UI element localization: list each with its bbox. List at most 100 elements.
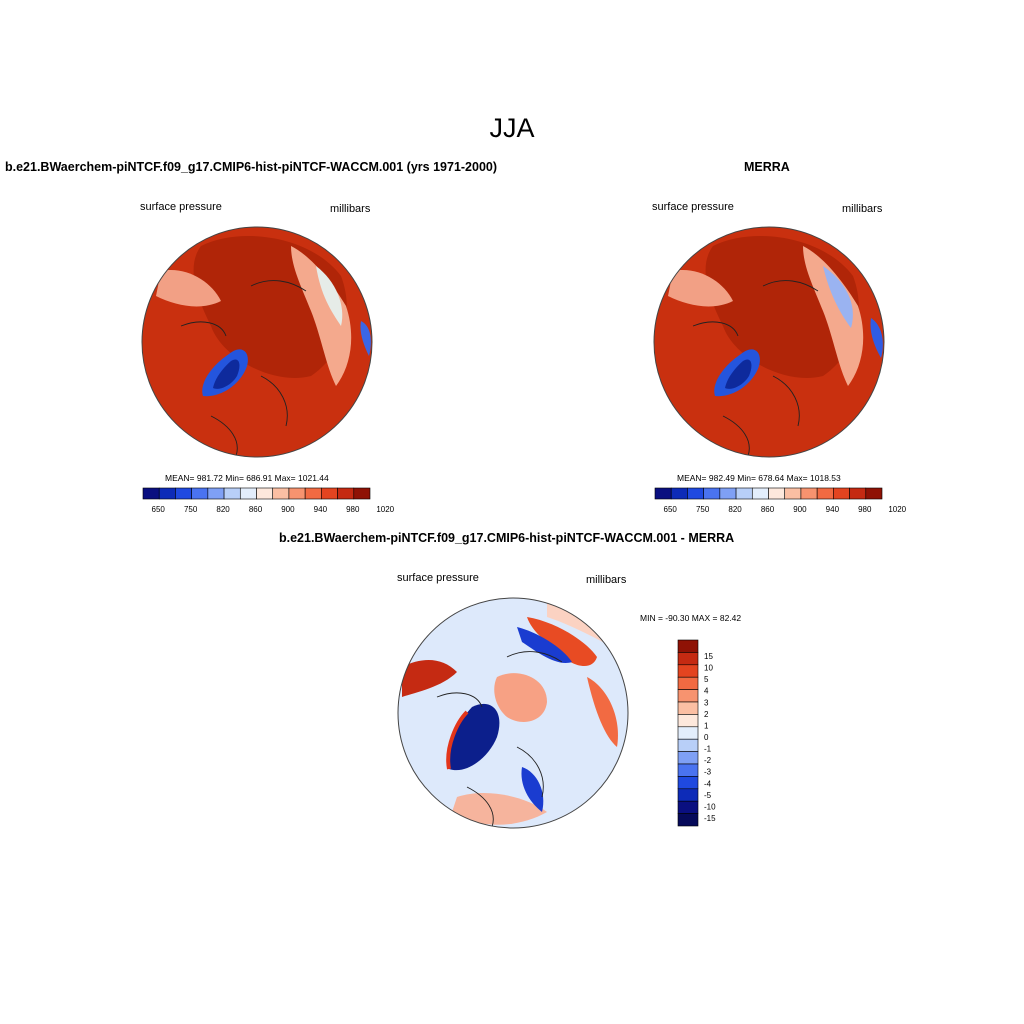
panel2-light-band-north xyxy=(668,270,733,307)
colorbar-tick-label: 1020 xyxy=(888,505,906,514)
colorbar-swatch xyxy=(677,776,699,790)
panel1-asia-mountains xyxy=(316,266,343,326)
colorbar-swatch xyxy=(703,487,721,500)
colorbar-tick-label: 900 xyxy=(281,505,295,514)
panel3-west-mixed xyxy=(402,660,457,697)
colorbar-swatch xyxy=(175,487,192,500)
panel3-greenland-negative xyxy=(448,703,500,771)
colorbar-swatch xyxy=(677,701,699,715)
panel2-stats: MEAN= 982.49 Min= 678.64 Max= 1018.53 xyxy=(677,473,841,483)
colorbar-swatch xyxy=(719,487,737,500)
colorbar-tick-label: 980 xyxy=(858,505,872,514)
panel3-coastlines xyxy=(436,651,563,828)
colorbar-tick-label: -5 xyxy=(704,791,712,800)
panel3-south-negative xyxy=(521,767,544,812)
colorbar-tick-label: 820 xyxy=(728,505,742,514)
panel3-asia-mixed xyxy=(527,617,597,667)
panel3-title: b.e21.BWaerchem-piNTCF.f09_g17.CMIP6-his… xyxy=(279,531,735,545)
panel2-light-band-east xyxy=(803,246,864,386)
colorbar-tick-label: 0 xyxy=(704,733,709,742)
colorbar-tick-label: 750 xyxy=(696,505,710,514)
panel2-units-label: millibars xyxy=(842,203,883,215)
colorbar-tick-label: -2 xyxy=(704,756,712,765)
panel2-east-edge xyxy=(870,318,883,358)
panel2-colorbar: 650 750 820 860 900 940 980 1020 xyxy=(654,487,907,514)
colorbar-swatch xyxy=(735,487,753,500)
colorbar-tick-label: 980 xyxy=(346,505,360,514)
panel3-stats: MIN = -90.30 MAX = 82.42 xyxy=(640,613,742,623)
colorbar-tick-label: 860 xyxy=(249,505,263,514)
colorbar-swatch xyxy=(677,738,699,752)
colorbar-swatch xyxy=(677,813,699,827)
panel1-light-band-north xyxy=(156,270,221,307)
panel2-variable-label: surface pressure xyxy=(652,201,734,213)
colorbar-tick-label: -4 xyxy=(704,779,712,788)
colorbar-swatch xyxy=(223,487,241,500)
colorbar-tick-label: 860 xyxy=(761,505,775,514)
colorbar-swatch xyxy=(142,487,160,500)
colorbar-swatch xyxy=(337,487,355,500)
panel1-greenland-core xyxy=(213,359,240,389)
colorbar-swatch xyxy=(191,487,209,500)
colorbar-tick-label: 4 xyxy=(704,687,709,696)
colorbar-swatch xyxy=(677,664,699,678)
panel1-title: b.e21.BWaerchem-piNTCF.f09_g17.CMIP6-his… xyxy=(5,160,498,174)
main-title: JJA xyxy=(489,113,535,143)
colorbar-swatch xyxy=(751,487,769,500)
colorbar-tick-label: 940 xyxy=(314,505,328,514)
panel3-asia-negative xyxy=(517,627,572,663)
colorbar-tick-label: -3 xyxy=(704,768,712,777)
colorbar-swatch xyxy=(865,487,883,500)
colorbar-swatch xyxy=(677,676,699,690)
panel1-light-band-east xyxy=(291,246,352,386)
colorbar-swatch xyxy=(288,487,306,500)
colorbar-swatch xyxy=(816,487,834,500)
colorbar-swatch xyxy=(768,487,786,500)
colorbar-tick-label: 1 xyxy=(704,721,709,730)
colorbar-swatch xyxy=(800,487,818,500)
panel2-title: MERRA xyxy=(744,160,790,174)
colorbar-swatch xyxy=(677,800,699,814)
panel3-variable-label: surface pressure xyxy=(397,572,479,584)
colorbar-tick-label: 2 xyxy=(704,710,709,719)
colorbar-swatch xyxy=(239,487,257,500)
colorbar-tick-label: 900 xyxy=(793,505,807,514)
panel3-units-label: millibars xyxy=(586,574,627,586)
colorbar-tick-label: -1 xyxy=(704,745,712,754)
colorbar-swatch xyxy=(849,487,867,500)
colorbar-swatch xyxy=(677,726,699,740)
colorbar-tick-label: 15 xyxy=(704,652,713,661)
colorbar-tick-label: 820 xyxy=(216,505,230,514)
colorbar-tick-label: 1020 xyxy=(376,505,394,514)
panel3-greenland-band xyxy=(446,710,469,770)
colorbar-swatch xyxy=(321,487,338,500)
colorbar-swatch xyxy=(677,652,699,666)
colorbar-tick-label: -10 xyxy=(704,802,716,811)
panel3-arctic-positive xyxy=(494,673,547,722)
colorbar-swatch xyxy=(677,751,699,765)
colorbar-swatch xyxy=(353,487,371,500)
colorbar-swatch xyxy=(670,487,688,500)
panel2-coastlines xyxy=(692,280,819,457)
colorbar-swatch xyxy=(677,639,699,653)
panel1-colorbar: 650 750 820 860 900 940 980 1020 xyxy=(142,487,395,514)
panel1-units-label: millibars xyxy=(330,203,371,215)
panel3-east-mixed xyxy=(587,677,618,747)
colorbar-swatch xyxy=(654,487,672,500)
colorbar-swatch xyxy=(256,487,274,500)
colorbar-swatch xyxy=(677,714,699,728)
colorbar-swatch xyxy=(207,487,225,500)
colorbar-tick-label: 650 xyxy=(664,505,678,514)
colorbar-tick-label: 10 xyxy=(704,664,713,673)
colorbar-tick-label: 650 xyxy=(152,505,166,514)
panel1-polar-map xyxy=(141,226,373,458)
colorbar-swatch xyxy=(677,763,699,777)
colorbar-tick-label: 5 xyxy=(704,675,709,684)
colorbar-swatch xyxy=(272,487,290,500)
colorbar-swatch xyxy=(304,487,322,500)
panel2-polar-map xyxy=(653,226,885,458)
panel1-variable-label: surface pressure xyxy=(140,201,222,213)
panel2-asia-mountains xyxy=(823,266,853,328)
panel2-greenland-core xyxy=(725,359,752,389)
